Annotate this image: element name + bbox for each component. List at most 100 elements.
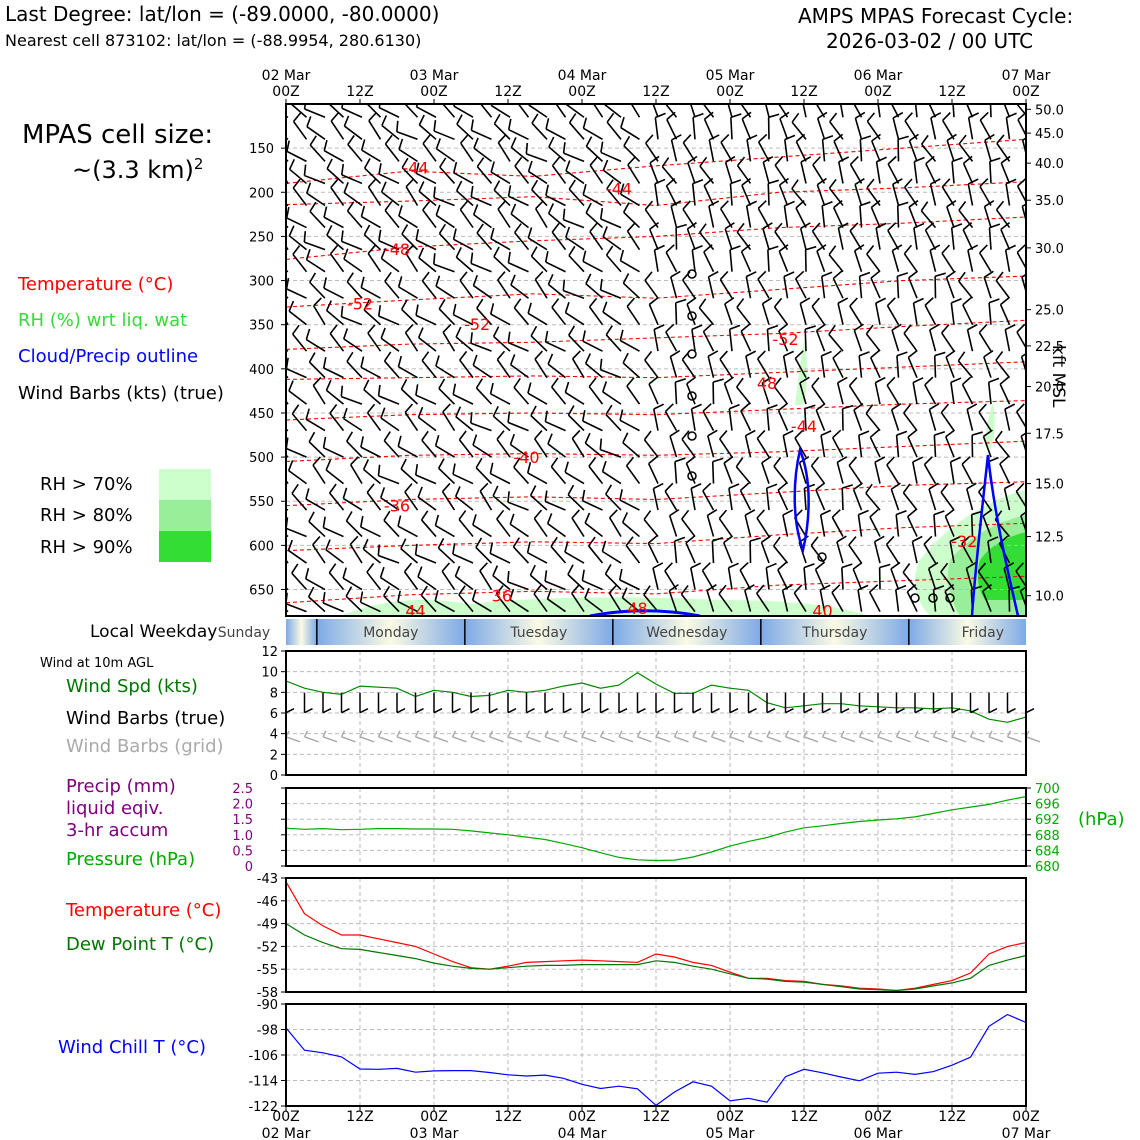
wind-barb-staff bbox=[584, 522, 603, 538]
wind-barb-flag bbox=[495, 584, 504, 595]
wind-barb-staff bbox=[325, 469, 344, 485]
wind-barb bbox=[400, 299, 419, 326]
wind-barb-flag bbox=[531, 179, 539, 191]
wind-barb-staff bbox=[941, 252, 955, 273]
wind-barb-staff bbox=[966, 329, 974, 352]
wind-barb bbox=[854, 111, 866, 140]
wind-barb-flag bbox=[761, 376, 772, 384]
grid-wind-barb bbox=[784, 730, 800, 743]
wind-barb-flag bbox=[438, 299, 446, 310]
wind-barb-staff bbox=[492, 575, 511, 591]
wind-barb-flag bbox=[562, 208, 566, 220]
wind-barb-flag bbox=[831, 584, 841, 594]
wind-barb bbox=[841, 563, 853, 590]
surface-wind-barb-flag bbox=[711, 707, 720, 714]
wind-barb-staff bbox=[551, 306, 567, 326]
wind-barb bbox=[886, 456, 900, 485]
wind-barb bbox=[896, 272, 909, 299]
wind-barb-staff bbox=[341, 174, 363, 185]
wind-barb-staff bbox=[565, 236, 585, 251]
wind-barb-flag bbox=[967, 323, 978, 331]
wind-barb bbox=[766, 324, 779, 352]
wind-barb-staff bbox=[702, 490, 715, 511]
wind-barb bbox=[329, 483, 345, 511]
wind-barb bbox=[323, 139, 344, 163]
wind-barb-staff bbox=[664, 490, 678, 511]
wind-barb-flag bbox=[799, 297, 811, 305]
wind-barb bbox=[874, 456, 886, 484]
wind-barb-flag bbox=[360, 276, 365, 288]
weekday-label: Tuesday bbox=[509, 625, 567, 641]
wind-barb-flag bbox=[276, 223, 284, 231]
bottom-date-label: 05 Mar bbox=[706, 1126, 755, 1140]
wind-barb bbox=[599, 438, 622, 458]
wind-barb-staff bbox=[455, 495, 474, 511]
wind-barb-staff bbox=[784, 139, 789, 162]
wind-barb bbox=[892, 178, 903, 206]
wind-barb-flag bbox=[925, 155, 935, 165]
wind-barb bbox=[664, 482, 678, 511]
wind-barb-flag bbox=[509, 588, 515, 600]
wind-barb-flag bbox=[940, 483, 949, 493]
surface-wind-barb-flag bbox=[452, 707, 461, 714]
wind-barb bbox=[707, 429, 718, 458]
wind-barb-flag bbox=[977, 562, 987, 573]
windchill-tick-label: -114 bbox=[248, 1075, 278, 1090]
wind-barb bbox=[773, 297, 789, 326]
wind-barb-staff bbox=[681, 359, 696, 379]
wind-barb-flag bbox=[761, 535, 771, 544]
wind-barb bbox=[691, 245, 703, 272]
kft-tick-label: 50.0 bbox=[1035, 103, 1064, 118]
wind-barb-flag bbox=[773, 297, 783, 308]
wind-barb-flag bbox=[648, 455, 658, 465]
wind-barb-flag bbox=[584, 353, 592, 364]
legend-cloud-outline: Cloud/Precip outline bbox=[18, 346, 199, 367]
wind-barb-staff bbox=[405, 252, 419, 273]
wind-barb-flag bbox=[979, 111, 989, 121]
surface-wind-barb-flag bbox=[748, 707, 757, 714]
wind-barb-flag bbox=[784, 134, 796, 141]
wind-barb-flag bbox=[377, 305, 382, 317]
wind-barb-staff bbox=[527, 472, 548, 485]
wind-barb-staff bbox=[571, 592, 585, 613]
wind-barb-flag bbox=[605, 484, 613, 495]
wind-barb bbox=[719, 200, 733, 228]
wind-barb-flag bbox=[773, 377, 782, 388]
wind-barb-staff bbox=[966, 409, 974, 431]
wind-barb-staff bbox=[698, 307, 715, 326]
wind-barb-flag bbox=[509, 433, 515, 445]
wind-barb bbox=[433, 253, 455, 273]
wind-barb bbox=[527, 160, 548, 185]
wind-barb-flag bbox=[820, 509, 831, 516]
surface-wind-barb-flag bbox=[489, 707, 498, 714]
wind-barb bbox=[681, 430, 696, 458]
grid-wind-barb-staff bbox=[840, 736, 856, 743]
wind-barb-flag bbox=[903, 324, 912, 334]
wind-barb bbox=[507, 331, 529, 352]
surface-wind-barb bbox=[729, 692, 739, 714]
temperature-contour-label: -40 bbox=[513, 448, 539, 467]
pressure-tick-label: 300 bbox=[249, 275, 274, 290]
wind-barb bbox=[912, 297, 924, 325]
wind-barb-staff bbox=[534, 279, 548, 299]
temperature-contour bbox=[286, 400, 1026, 421]
wind-barb-staff bbox=[583, 127, 603, 141]
wind-barb-staff bbox=[914, 104, 918, 118]
wind-barb-flag bbox=[692, 178, 704, 185]
wind-barb bbox=[896, 351, 908, 378]
wind-barb-staff bbox=[346, 281, 363, 299]
wind-barb-flag bbox=[984, 133, 995, 141]
wind-barb bbox=[286, 140, 307, 163]
pressure-tick-label: 450 bbox=[249, 407, 274, 422]
wind-barb bbox=[567, 405, 585, 432]
wind-barb-staff bbox=[999, 383, 1011, 405]
wind-barb-flag bbox=[736, 377, 744, 388]
wind-barb-flag bbox=[475, 378, 484, 389]
surface-wind-barb-flag bbox=[877, 707, 887, 714]
wind-barb-staff bbox=[288, 390, 307, 405]
wind-barb bbox=[923, 456, 937, 484]
wind-barb-staff bbox=[398, 215, 418, 229]
wind-barb-flag bbox=[736, 222, 745, 233]
wind-barb-flag bbox=[895, 509, 907, 516]
wind-barb bbox=[527, 302, 548, 326]
